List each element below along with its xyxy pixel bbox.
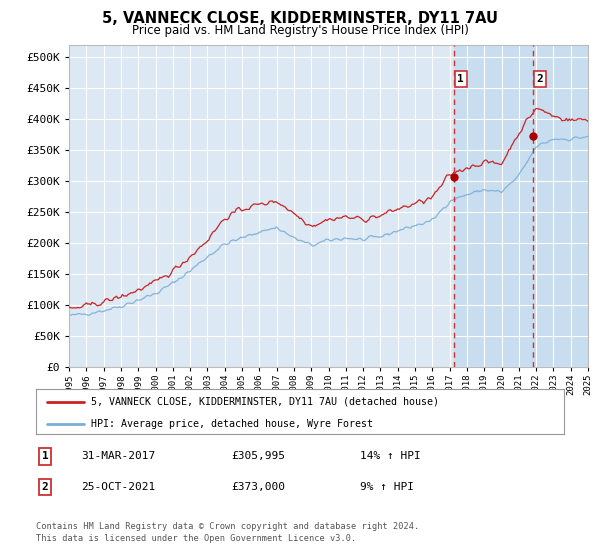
- Bar: [454, 45, 588, 367]
- Text: 25-OCT-2021: 25-OCT-2021: [81, 482, 155, 492]
- Text: 2: 2: [536, 74, 543, 84]
- Text: HPI: Average price, detached house, Wyre Forest: HPI: Average price, detached house, Wyre…: [91, 419, 373, 429]
- Text: 31-MAR-2017: 31-MAR-2017: [81, 451, 155, 461]
- Text: 5, VANNECK CLOSE, KIDDERMINSTER, DY11 7AU (detached house): 5, VANNECK CLOSE, KIDDERMINSTER, DY11 7A…: [91, 396, 439, 407]
- Text: 5, VANNECK CLOSE, KIDDERMINSTER, DY11 7AU: 5, VANNECK CLOSE, KIDDERMINSTER, DY11 7A…: [102, 11, 498, 26]
- Text: 1: 1: [41, 451, 49, 461]
- Text: Price paid vs. HM Land Registry's House Price Index (HPI): Price paid vs. HM Land Registry's House …: [131, 24, 469, 36]
- Text: £305,995: £305,995: [231, 451, 285, 461]
- Text: 2: 2: [41, 482, 49, 492]
- Text: 14% ↑ HPI: 14% ↑ HPI: [360, 451, 421, 461]
- Text: £373,000: £373,000: [231, 482, 285, 492]
- Text: 1: 1: [457, 74, 464, 84]
- Text: 9% ↑ HPI: 9% ↑ HPI: [360, 482, 414, 492]
- Text: Contains HM Land Registry data © Crown copyright and database right 2024.
This d: Contains HM Land Registry data © Crown c…: [36, 522, 419, 543]
